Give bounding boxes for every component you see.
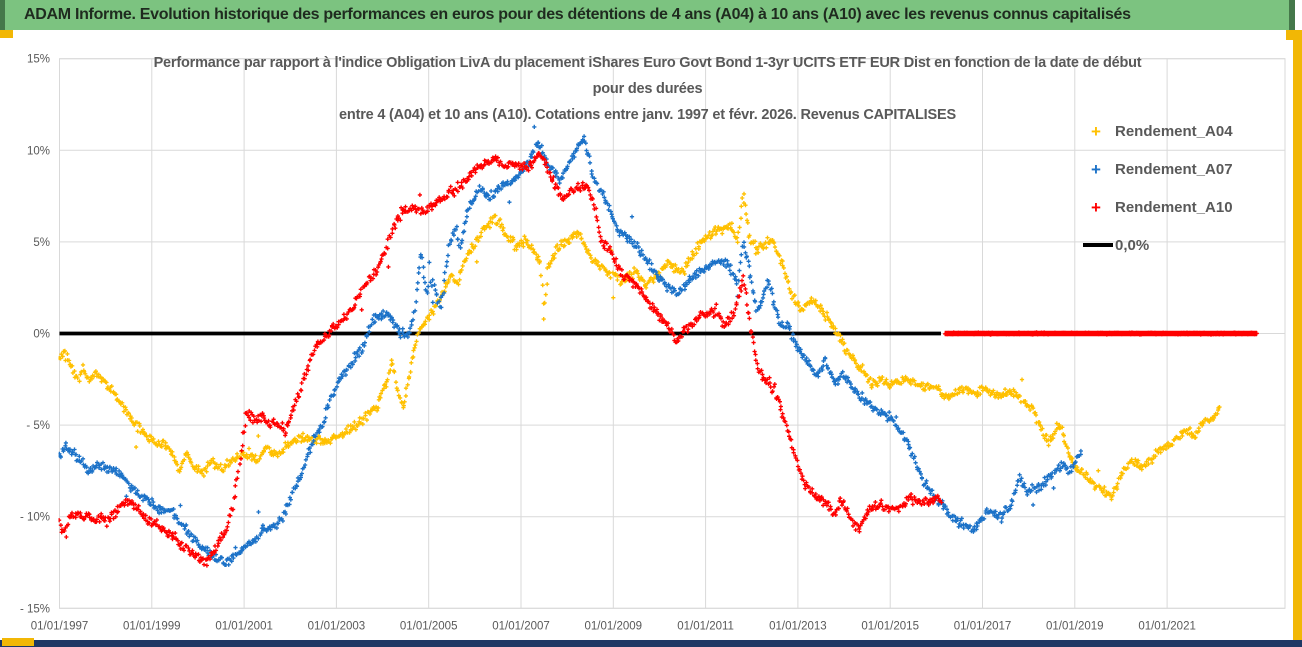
- x-axis-label: 01/01/2011: [677, 620, 734, 632]
- legend-item-0-0-: 0,0%: [1083, 226, 1233, 264]
- chart-legend: + Rendement_A04 + Rendement_A07 + Rendement_A…: [1083, 112, 1233, 264]
- x-axis-label: 01/01/2007: [492, 620, 550, 632]
- legend-label: Rendement_A04: [1115, 122, 1233, 140]
- gold-accent-bottomleft: [2, 638, 34, 646]
- legend-label: 0,0%: [1115, 236, 1150, 254]
- x-axis-labels: 01/01/1997 01/01/1999 01/01/2001 01/01/2003…: [31, 620, 1196, 632]
- line-marker-icon: [1083, 243, 1113, 247]
- gold-border-right: [1293, 30, 1302, 640]
- y-axis-label: 10%: [27, 145, 50, 157]
- x-axis-label: 01/01/2015: [861, 620, 919, 632]
- y-axis-label: 0%: [33, 329, 50, 341]
- x-axis-label: 01/01/2009: [585, 620, 643, 632]
- plus-marker-icon: +: [1091, 197, 1101, 217]
- series-rendement-a04: [58, 191, 1222, 502]
- x-axis-label: 01/01/2003: [308, 620, 366, 632]
- x-axis-label: 01/01/2013: [769, 620, 827, 632]
- x-axis-label: 01/01/2001: [215, 620, 273, 632]
- x-axis-label: 01/01/1999: [123, 620, 181, 632]
- gold-accent-topleft: [0, 30, 13, 38]
- bottom-navy-bar: [0, 640, 1302, 647]
- y-axis-label: 5%: [33, 237, 50, 249]
- header-left-cap: [0, 0, 5, 30]
- x-axis-label: 01/01/2021: [1138, 620, 1196, 632]
- x-axis-label: 01/01/2005: [400, 620, 458, 632]
- y-axis-label: - 5%: [26, 420, 50, 432]
- header-title: ADAM Informe. Evolution historique des p…: [24, 6, 1131, 23]
- x-axis-label: 01/01/2017: [954, 620, 1012, 632]
- y-axis-label: - 15%: [20, 603, 50, 615]
- x-axis-label: 01/01/2019: [1046, 620, 1104, 632]
- header-right-cap: [1289, 0, 1295, 30]
- plus-marker-icon: +: [1091, 159, 1101, 179]
- header-bar: ADAM Informe. Evolution historique des p…: [0, 0, 1295, 30]
- series-rendement-a10: [58, 151, 944, 568]
- plus-marker-icon: +: [1091, 121, 1101, 141]
- legend-item-rendement-a10: + Rendement_A10: [1083, 188, 1233, 226]
- legend-label: Rendement_A10: [1115, 198, 1233, 216]
- series-rendement-a10-p-riodes-incompl-tes-valeur-0-: [943, 330, 1259, 337]
- y-axis-label: - 10%: [20, 512, 50, 524]
- legend-item-rendement-a07: + Rendement_A07: [1083, 150, 1233, 188]
- legend-label: Rendement_A07: [1115, 160, 1233, 178]
- x-axis-label: 01/01/1997: [31, 620, 89, 632]
- y-axis-labels: 15% 10% 5% 0% - 5% - 10% - 15%: [20, 54, 50, 616]
- series-rendement-a07: [58, 124, 1083, 567]
- legend-item-rendement-a04: + Rendement_A04: [1083, 112, 1233, 150]
- y-axis-label: 15%: [27, 54, 50, 66]
